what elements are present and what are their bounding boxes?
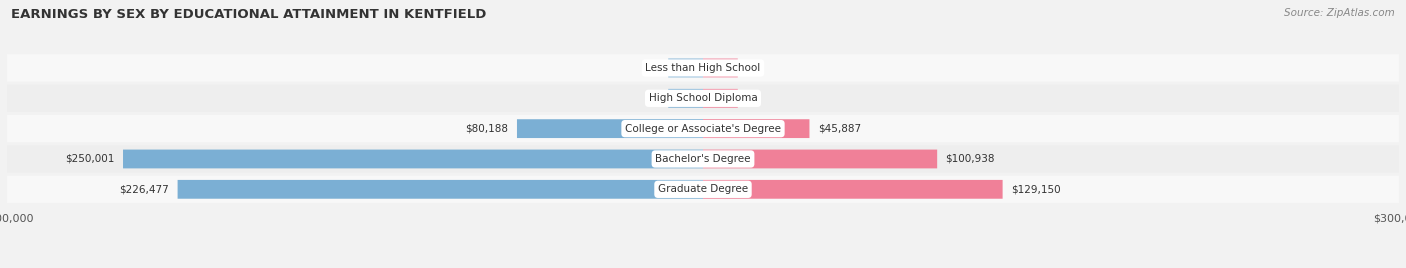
- Text: $45,887: $45,887: [818, 124, 860, 134]
- Text: $0: $0: [682, 63, 695, 73]
- FancyBboxPatch shape: [703, 150, 938, 168]
- FancyBboxPatch shape: [7, 54, 1399, 82]
- Text: Source: ZipAtlas.com: Source: ZipAtlas.com: [1284, 8, 1395, 18]
- FancyBboxPatch shape: [668, 89, 703, 108]
- Text: $0: $0: [711, 93, 724, 103]
- Text: $80,188: $80,188: [465, 124, 509, 134]
- Text: $250,001: $250,001: [65, 154, 115, 164]
- FancyBboxPatch shape: [703, 119, 810, 138]
- FancyBboxPatch shape: [517, 119, 703, 138]
- Text: $0: $0: [682, 93, 695, 103]
- Text: EARNINGS BY SEX BY EDUCATIONAL ATTAINMENT IN KENTFIELD: EARNINGS BY SEX BY EDUCATIONAL ATTAINMEN…: [11, 8, 486, 21]
- FancyBboxPatch shape: [668, 58, 703, 77]
- FancyBboxPatch shape: [703, 58, 738, 77]
- FancyBboxPatch shape: [7, 176, 1399, 203]
- FancyBboxPatch shape: [7, 115, 1399, 142]
- Text: Bachelor's Degree: Bachelor's Degree: [655, 154, 751, 164]
- Text: College or Associate's Degree: College or Associate's Degree: [626, 124, 780, 134]
- Text: $129,150: $129,150: [1011, 184, 1060, 194]
- FancyBboxPatch shape: [122, 150, 703, 168]
- Text: Less than High School: Less than High School: [645, 63, 761, 73]
- Text: $0: $0: [711, 63, 724, 73]
- Text: High School Diploma: High School Diploma: [648, 93, 758, 103]
- FancyBboxPatch shape: [177, 180, 703, 199]
- Text: $226,477: $226,477: [120, 184, 169, 194]
- FancyBboxPatch shape: [7, 85, 1399, 112]
- FancyBboxPatch shape: [703, 89, 738, 108]
- FancyBboxPatch shape: [703, 180, 1002, 199]
- Text: $100,938: $100,938: [945, 154, 995, 164]
- Text: Graduate Degree: Graduate Degree: [658, 184, 748, 194]
- FancyBboxPatch shape: [7, 145, 1399, 173]
